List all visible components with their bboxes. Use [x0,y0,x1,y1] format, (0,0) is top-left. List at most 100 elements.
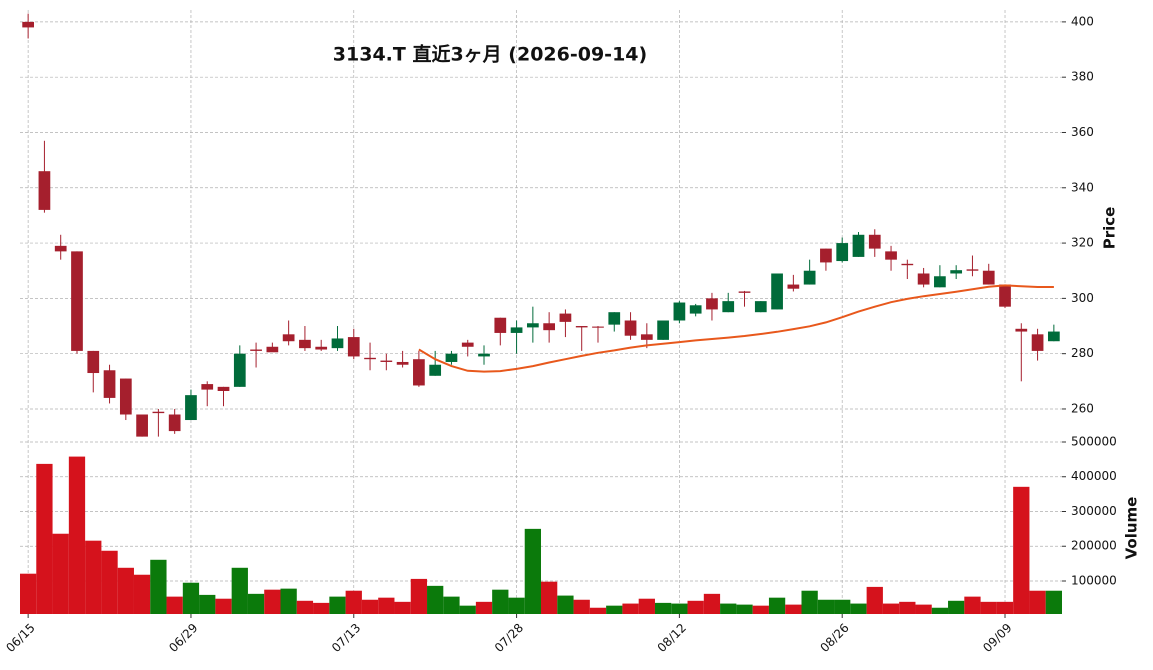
candle-body [71,251,83,351]
candle-body [852,234,865,257]
candle-body [1047,331,1060,342]
x-tick-label: 09/09 [980,621,1014,655]
candle-body [559,313,572,322]
candle-body [657,320,669,340]
volume-bar [68,456,86,614]
candle-body [266,346,279,353]
y-tick-label: 400 [1071,14,1094,28]
volume-bar [687,600,704,614]
candle-body [250,349,262,351]
volume-bar [801,590,818,614]
x-tick-label: 06/29 [166,621,200,655]
volume-bar [117,567,134,614]
y-tick-label: 200000 [1071,539,1117,553]
volume-bar [410,578,428,614]
candle-body [510,327,523,333]
candle-body [168,414,181,432]
candle-body [87,350,100,374]
candle-body [201,384,214,390]
volume-bar [834,599,851,614]
volume-bar [182,582,200,614]
candle-body [673,302,686,321]
candle-body [478,353,490,357]
volume-bar [703,593,721,614]
x-tick-label: 08/12 [655,621,689,655]
volume-bar [475,601,493,614]
volume-bar [231,567,248,614]
candle-body [429,364,442,376]
candle-body [347,337,360,357]
volume-bar [524,528,541,614]
y-tick-label: 380 [1071,70,1094,84]
candle-body [396,361,409,365]
candle-body [901,263,914,266]
candle-body [185,395,197,421]
candle-body [494,317,507,333]
volume-bar [736,604,753,614]
volume-bar [361,599,379,614]
volume-axis-title: Volume [1123,497,1141,560]
volume-bar [996,601,1014,614]
y-tick-label: 340 [1071,180,1094,194]
volume-bar [133,574,151,614]
candle-body [754,301,767,313]
volume-bar [394,601,411,614]
candle-body [982,270,995,285]
volume-bar [378,597,395,614]
y-tick-label: 360 [1071,125,1094,139]
candle-body [282,334,295,342]
candle-body [608,312,621,325]
volume-bar [768,597,786,614]
volume-bar [101,550,118,614]
candle-body [119,378,132,415]
candle-body [299,339,311,349]
volume-bar [247,593,265,614]
chart-title: 3134.T 直近3ヶ月 (2026-09-14) [333,43,647,66]
volume-bar [915,604,932,614]
volume-bar [1029,590,1046,614]
candle-body [575,326,588,328]
candle-body [771,273,783,310]
volume-bar [720,603,737,614]
candle-body [592,326,604,328]
volume-bar [899,601,916,614]
volume-bar [313,602,330,614]
candle-body [999,284,1011,307]
volume-bar [817,599,835,614]
candle-body [966,269,979,271]
candle-body [868,234,881,249]
candle-body [543,323,556,331]
volume-bar [1013,486,1030,614]
candle-body [836,243,849,262]
volume-bar [280,588,297,614]
volume-bar [199,594,216,614]
volume-bar [964,596,981,614]
candle-body [689,305,702,314]
volume-bar [52,533,69,614]
candle-body [331,338,344,349]
candle-body [1031,334,1044,351]
price-axis-title: Price [1101,207,1119,250]
volume-bar [427,585,444,614]
volume-bar [785,604,802,614]
candle-body [103,370,116,398]
volume-bar [850,603,867,614]
volume-bar [329,596,346,614]
x-tick-label: 08/26 [817,621,851,655]
candle-body [380,360,393,362]
y-tick-label: 280 [1071,346,1094,360]
volume-bar [573,599,590,614]
x-tick-label: 07/28 [492,621,526,655]
volume-bar [671,603,688,614]
volume-bar [443,596,460,614]
candle-body [820,248,832,263]
volume-bar [264,589,281,614]
x-tick-label: 07/13 [329,621,363,655]
candle-body [38,171,51,210]
volume-bar [980,601,997,614]
candle-body [803,270,816,285]
volume-bar [866,586,883,614]
candle-body [738,291,751,293]
y-tick-label: 100000 [1071,573,1117,587]
